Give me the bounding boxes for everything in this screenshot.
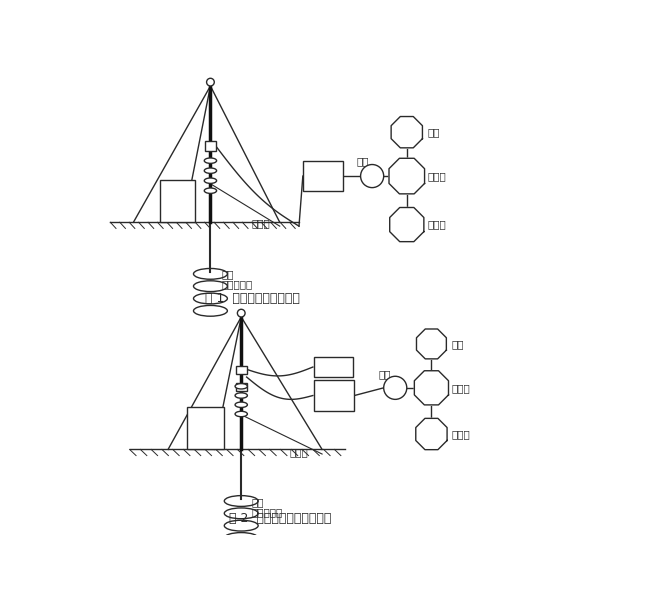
Text: 水箱: 水箱 (451, 339, 464, 349)
Text: 旋喷固结体: 旋喷固结体 (251, 508, 283, 517)
Circle shape (237, 310, 245, 317)
Polygon shape (390, 207, 424, 242)
Ellipse shape (224, 508, 258, 519)
Text: 注浆管: 注浆管 (290, 448, 309, 457)
Text: 浆桶: 浆桶 (356, 156, 369, 166)
Polygon shape (391, 117, 422, 148)
Text: 泵: 泵 (331, 395, 337, 406)
Text: 图 1  单管旋喷注浆示意图: 图 1 单管旋喷注浆示意图 (205, 291, 300, 305)
Circle shape (207, 78, 215, 86)
Ellipse shape (204, 158, 216, 163)
Ellipse shape (204, 168, 216, 173)
Ellipse shape (235, 383, 247, 389)
Circle shape (360, 165, 384, 188)
FancyBboxPatch shape (236, 366, 247, 374)
Text: 高压泥: 高压泥 (313, 166, 333, 176)
Polygon shape (416, 418, 447, 450)
Ellipse shape (235, 393, 247, 398)
Ellipse shape (224, 496, 258, 507)
Text: 图 2  二重管旋喷注浆示意图: 图 2 二重管旋喷注浆示意图 (228, 512, 331, 525)
Text: 钻机: 钻机 (190, 424, 203, 434)
Text: 注浆管: 注浆管 (251, 218, 270, 228)
Ellipse shape (224, 532, 258, 543)
FancyBboxPatch shape (315, 380, 354, 411)
Text: 高压泥浆: 高压泥浆 (321, 385, 348, 395)
Ellipse shape (235, 411, 247, 416)
Text: 水泥仓: 水泥仓 (451, 429, 470, 439)
Text: 旋喷固结体: 旋喷固结体 (222, 279, 253, 290)
Text: 浆泵: 浆泵 (317, 176, 330, 186)
Text: 水箱: 水箱 (428, 127, 440, 137)
Ellipse shape (224, 520, 258, 531)
Ellipse shape (204, 178, 216, 183)
Ellipse shape (194, 281, 228, 291)
Circle shape (384, 376, 407, 400)
Text: 水泥仓: 水泥仓 (428, 219, 446, 230)
Polygon shape (417, 329, 447, 359)
Text: 浆桶: 浆桶 (379, 369, 392, 379)
FancyBboxPatch shape (303, 160, 343, 192)
Text: 搅拌机: 搅拌机 (428, 171, 446, 181)
Ellipse shape (194, 293, 228, 304)
FancyBboxPatch shape (205, 141, 216, 151)
Ellipse shape (194, 269, 228, 279)
Ellipse shape (194, 305, 228, 316)
Ellipse shape (235, 402, 247, 407)
FancyBboxPatch shape (236, 383, 247, 391)
FancyBboxPatch shape (160, 180, 195, 222)
Polygon shape (389, 158, 424, 194)
Text: 搅拌机: 搅拌机 (451, 383, 470, 393)
FancyBboxPatch shape (315, 357, 353, 377)
Polygon shape (415, 371, 449, 405)
Text: 空压机: 空压机 (324, 362, 343, 372)
Ellipse shape (204, 188, 216, 194)
FancyBboxPatch shape (187, 407, 224, 450)
Text: 喷头: 喷头 (222, 270, 235, 279)
Text: 钻机: 钻机 (171, 198, 184, 208)
Text: 喷头: 喷头 (251, 497, 264, 507)
